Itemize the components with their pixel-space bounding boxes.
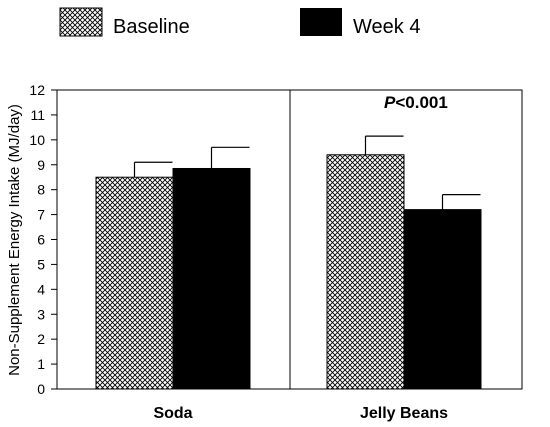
y-tick-label: 5 xyxy=(37,256,45,272)
y-tick-label: 1 xyxy=(37,356,45,372)
legend-label-week4: Week 4 xyxy=(353,16,420,38)
y-tick-label: 9 xyxy=(37,157,45,173)
legend-swatch-baseline xyxy=(59,7,103,37)
y-tick-label: 2 xyxy=(37,331,45,347)
x-category-label: Soda xyxy=(153,405,192,422)
y-tick-label: 7 xyxy=(37,207,45,223)
y-tick-label: 4 xyxy=(37,281,45,297)
y-axis-label: Non-Supplement Energy Intake (MJ/day) xyxy=(6,104,23,376)
bar-week-4-jelly-beans xyxy=(403,209,482,390)
p-value-annotation: P<0.001 xyxy=(384,93,448,112)
legend: Baseline Week 4 xyxy=(59,7,420,38)
bars xyxy=(95,135,482,390)
bar-baseline-soda xyxy=(95,176,174,390)
y-tick-label: 0 xyxy=(37,381,45,397)
y-tick-label: 3 xyxy=(37,306,45,322)
bar-baseline-jelly-beans xyxy=(326,154,405,390)
legend-label-baseline: Baseline xyxy=(113,16,190,38)
p-value-text: <0.001 xyxy=(395,93,447,112)
x-category-label: Jelly Beans xyxy=(360,405,448,422)
x-axis-categories: Soda Jelly Beans xyxy=(153,405,448,422)
p-value-symbol: P xyxy=(384,93,396,112)
y-tick-label: 6 xyxy=(37,232,45,248)
y-tick-label: 10 xyxy=(29,132,45,148)
bar-week-4-soda xyxy=(172,167,251,390)
y-tick-label: 8 xyxy=(37,182,45,198)
y-tick-label: 11 xyxy=(30,107,45,123)
legend-swatch-week4 xyxy=(300,8,342,36)
y-tick-label: 12 xyxy=(29,82,45,98)
